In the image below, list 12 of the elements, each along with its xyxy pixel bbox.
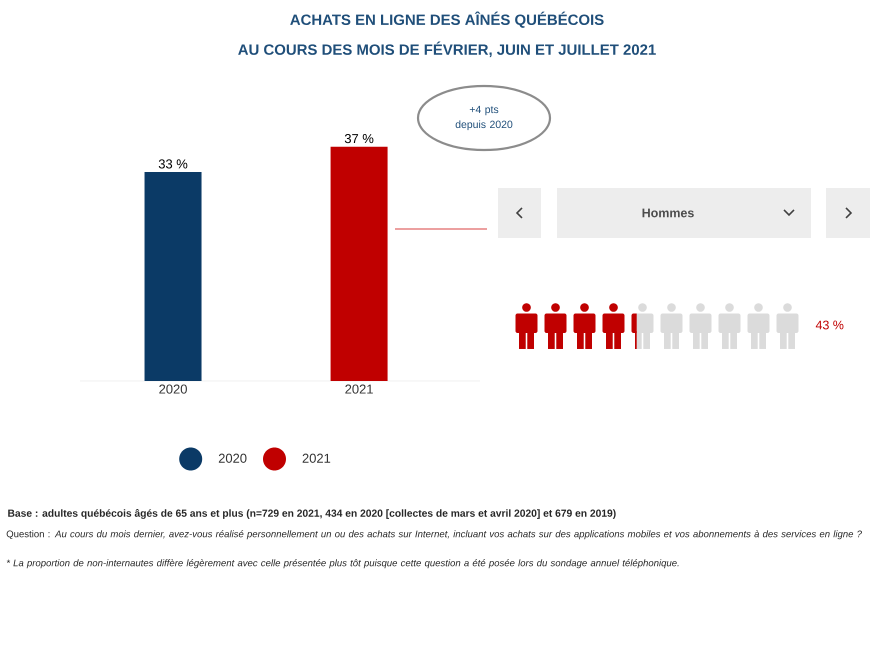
chart-subtitle: AU COURS DES MOIS DE FÉVRIER, JUIN ET JUILLET 2021 (238, 42, 656, 58)
text: Hommes (642, 208, 694, 218)
data-label: 43 % (816, 320, 844, 330)
legend-label: 2021 (302, 454, 330, 463)
text: * La proportion de non-internautes diffère légèrement avec celle présentée plus tôt puisque cette question a été posée lors du sondage annuel téléphonique. (6, 559, 679, 568)
legend-label: 2020 (218, 454, 246, 463)
data-label: 37 % (344, 134, 374, 144)
data-label: 33 % (158, 159, 188, 168)
text: Base : adultes québécois âgés de 65 ans et plus (n=729 en 2021, 434 en 2020 [collectes de mars et avril 2020] et 679 en 2019) (8, 509, 616, 519)
chart-title: ACHATS EN LIGNE DES AÎNÉS QUÉBÉCOIS (290, 12, 604, 28)
text: Question : Au cours du mois dernier, avez-vous réalisé personnellement un ou des achats sur Internet, incluant vos achats sur des applications mobiles et vos abonnements à des services en ligne ? (6, 530, 862, 540)
text: +4 pts depuis 2020 (456, 106, 512, 130)
